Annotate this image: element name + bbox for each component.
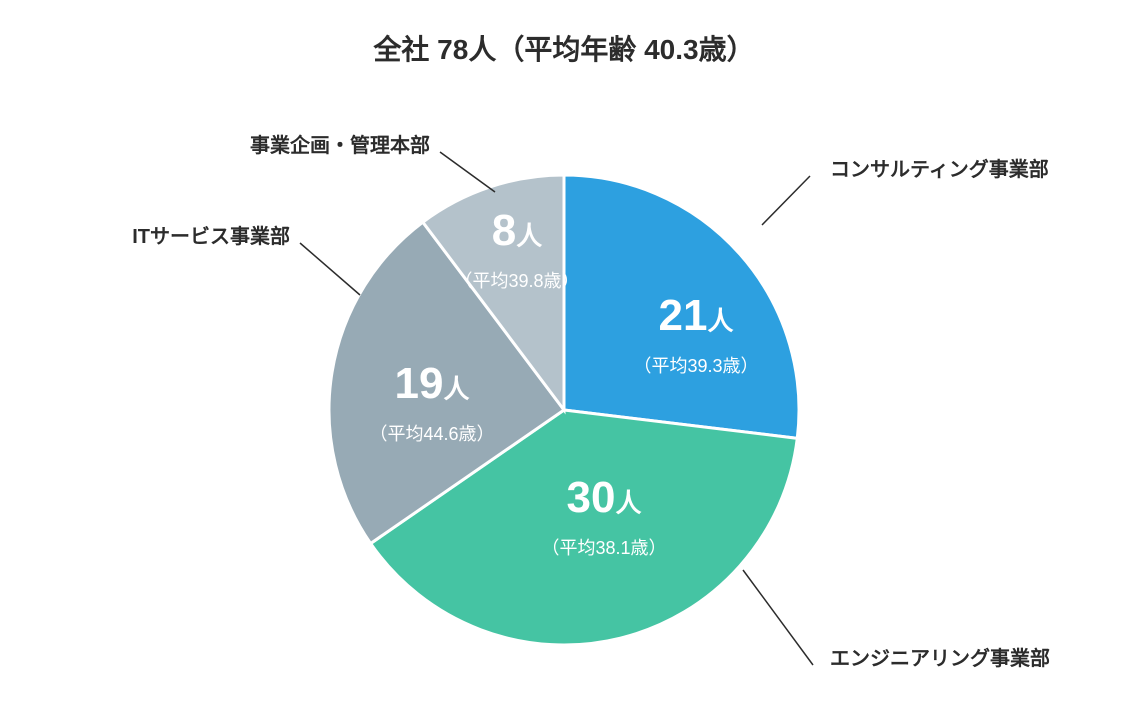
svg-text:（平均44.6歳）: （平均44.6歳） bbox=[369, 424, 494, 444]
ext-label-itservice: ITサービス事業部 bbox=[132, 220, 290, 249]
leader-line-consulting bbox=[762, 176, 810, 225]
svg-text:（平均38.1歳）: （平均38.1歳） bbox=[541, 538, 666, 558]
pie-chart: 21人（平均39.3歳）30人（平均38.1歳）19人（平均44.6歳）8人（平… bbox=[0, 0, 1128, 724]
ext-label-planning: 事業企画・管理本部 bbox=[250, 129, 430, 158]
svg-text:（平均39.3歳）: （平均39.3歳） bbox=[633, 356, 758, 376]
leader-line-itservice bbox=[300, 243, 360, 295]
chart-title: 全社 78人（平均年齢 40.3歳） bbox=[0, 28, 1128, 68]
chart-container: 全社 78人（平均年齢 40.3歳） 21人（平均39.3歳）30人（平均38.… bbox=[0, 0, 1128, 724]
svg-text:（平均39.8歳）: （平均39.8歳） bbox=[454, 271, 579, 291]
ext-label-engineering: エンジニアリング事業部 bbox=[830, 642, 1050, 671]
leader-line-planning bbox=[440, 152, 495, 192]
ext-label-consulting: コンサルティング事業部 bbox=[830, 153, 1049, 182]
leader-line-engineering bbox=[743, 570, 813, 665]
